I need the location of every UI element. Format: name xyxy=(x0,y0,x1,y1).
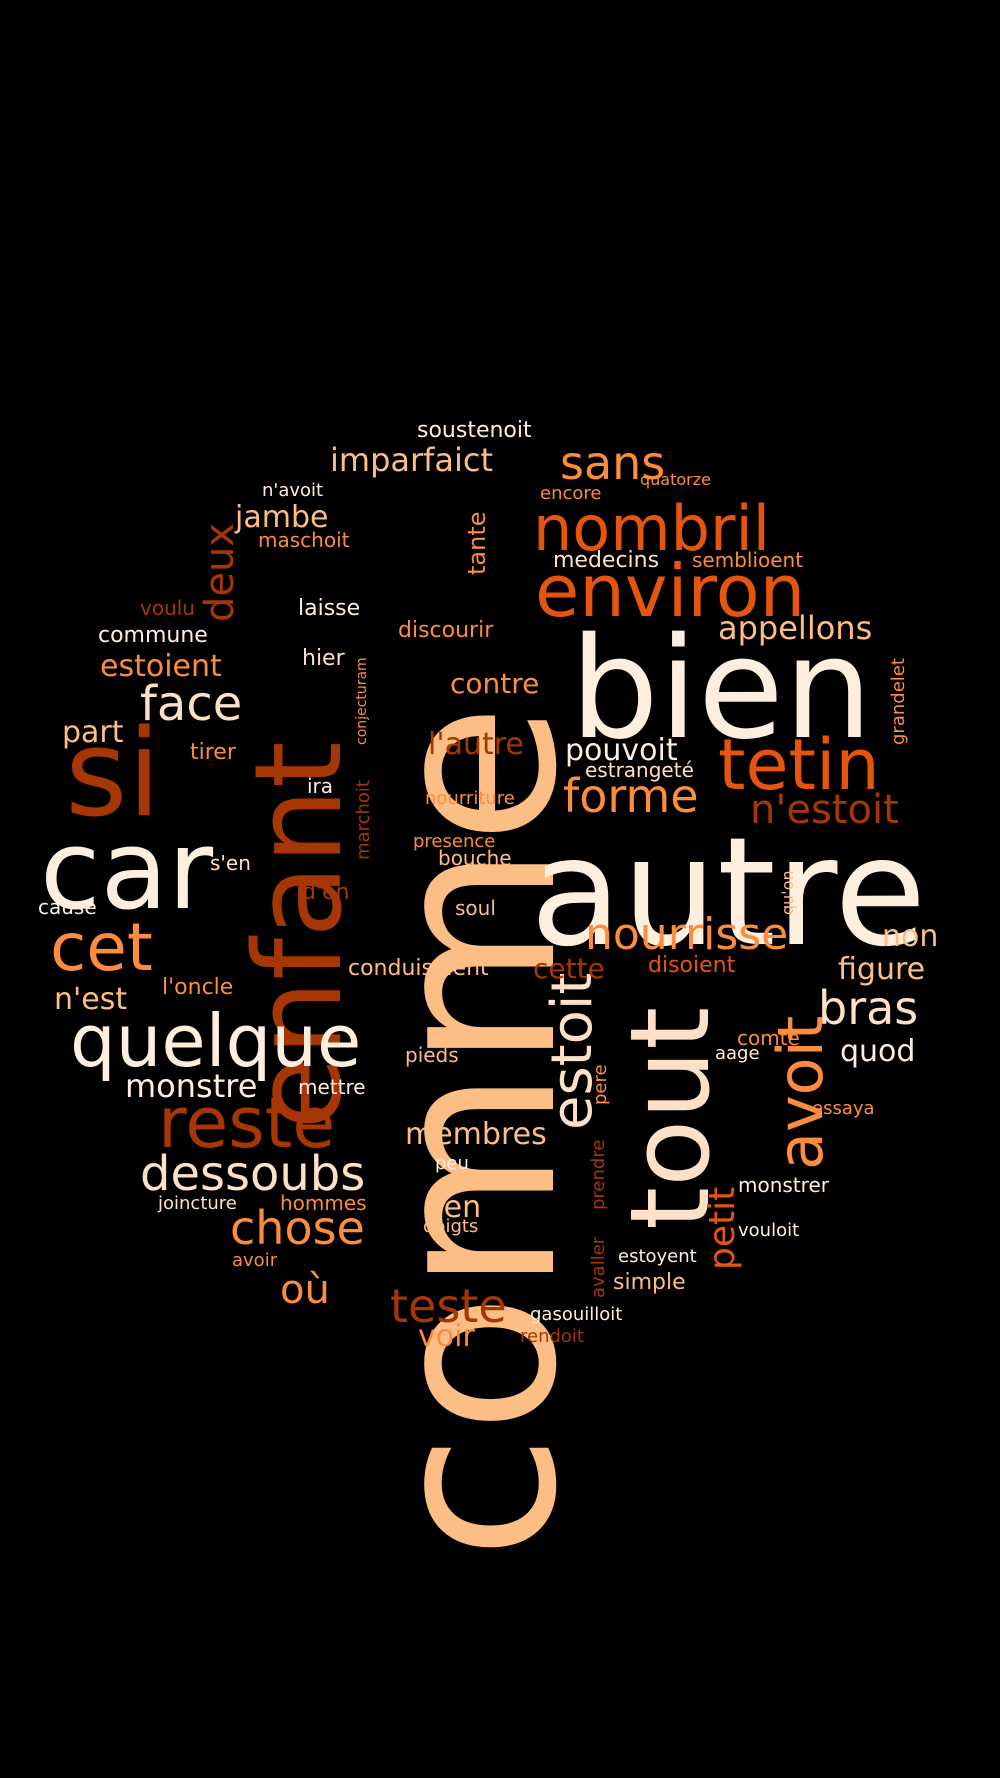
word-deux: deux xyxy=(197,522,243,622)
word-reste: reste xyxy=(158,1082,336,1164)
word-nombril: nombril xyxy=(533,492,770,565)
word-face: face xyxy=(140,676,243,732)
word-membres: membres xyxy=(405,1117,547,1152)
word-joincture: joincture xyxy=(158,1193,237,1214)
word-quelque: quelque xyxy=(70,999,362,1083)
word-quod: quod xyxy=(840,1034,916,1069)
word-encore: encore xyxy=(540,483,602,504)
word-hier: hier xyxy=(302,646,345,671)
word-si: si xyxy=(65,705,161,844)
word-essaya: essaya xyxy=(812,1098,875,1119)
word-tante: tante xyxy=(463,511,491,575)
word-part: part xyxy=(62,715,124,750)
word-soul: soul xyxy=(455,896,496,920)
word-grandelet: qu'on xyxy=(778,870,797,915)
word-autre: autre xyxy=(530,806,927,980)
word-environ: environ xyxy=(535,549,806,633)
word-non: non xyxy=(882,919,939,954)
word-l-autre: l'autre xyxy=(428,727,524,762)
word-forme: forme xyxy=(563,769,699,823)
word-disoient: disoient xyxy=(648,953,736,978)
word-semblioent: semblioent xyxy=(692,548,804,572)
word-bien: bien xyxy=(570,608,873,771)
word-cet: cet xyxy=(50,909,153,986)
word-appellons: appellons xyxy=(718,609,873,647)
word-imparfaict: imparfaict xyxy=(330,441,494,479)
word-teste: teste xyxy=(390,1279,507,1333)
word-medecins: medecins xyxy=(553,548,660,573)
word-voir: voir xyxy=(418,1319,475,1354)
word-cause: cause xyxy=(38,895,97,919)
word-estrangete: estrangeté xyxy=(585,758,694,782)
word-ira: ira xyxy=(307,774,334,798)
word-gasouilloit: gasouilloit xyxy=(530,1304,623,1325)
word-simple: simple xyxy=(613,1270,686,1295)
word-n-estoit: n'estoit xyxy=(750,787,899,833)
word-presence: presence xyxy=(413,831,496,852)
word-laisse: laisse xyxy=(298,596,361,621)
word-rendoit: rendoit xyxy=(520,1326,584,1347)
word-marchoit: marchoit xyxy=(353,780,374,860)
word-mettre: mettre xyxy=(298,1075,366,1099)
word-jambe: jambe xyxy=(235,500,329,535)
word-nourrisse: nourrisse xyxy=(585,909,789,960)
word-n-avoit: n'avoit xyxy=(262,480,324,501)
word-avoir: avoir xyxy=(232,1250,278,1271)
word-voulu: voulu xyxy=(140,596,195,620)
word-maschoit: maschoit xyxy=(258,528,350,552)
word-n-est: n'est xyxy=(54,982,128,1017)
word-chose: chose xyxy=(230,1201,365,1255)
word-pieds: pieds xyxy=(405,1043,459,1067)
word-monstrer: monstrer xyxy=(738,1173,829,1197)
word-ou: où xyxy=(280,1267,330,1313)
word-tetin: tetin xyxy=(718,724,880,806)
word-pere: pere xyxy=(590,1064,611,1105)
word-figure: figure xyxy=(838,952,926,987)
word-dessoubs: dessoubs xyxy=(140,1146,366,1202)
word-conduisoient: conduisoient xyxy=(348,956,489,981)
word-doigts: doigts xyxy=(423,1216,479,1237)
word-nourriture: nourriture xyxy=(425,788,515,809)
word-prendre: prendre xyxy=(588,1139,609,1210)
word-discourir: discourir xyxy=(398,618,494,643)
word-d-en: d'en xyxy=(302,880,350,905)
word-conjecturam: conjecturam xyxy=(354,657,370,745)
word-qu-on: grandelet xyxy=(888,658,909,745)
word-commune: commune xyxy=(98,623,208,648)
word-contre: contre xyxy=(450,667,540,700)
word-avaller: avaller xyxy=(588,1236,609,1298)
word-sans: sans xyxy=(560,436,666,490)
word-pouvoit: pouvoit xyxy=(565,733,678,768)
word-estoient: estoient xyxy=(100,649,222,684)
word-rien: rien xyxy=(423,1190,482,1225)
word-aage: aage xyxy=(715,1043,760,1064)
word-l-oncle: l'oncle xyxy=(162,975,234,1000)
word-quatorze: quatorze xyxy=(640,470,711,489)
word-estoyent: estoyent xyxy=(618,1246,697,1267)
word-bouche: bouche xyxy=(438,846,512,870)
word-bras: bras xyxy=(818,981,919,1035)
word-hommes: hommes xyxy=(280,1191,367,1215)
word-estoit: estoit xyxy=(540,972,605,1130)
word-vouloit: vouloit xyxy=(738,1220,800,1241)
word-cette: cette xyxy=(533,952,605,985)
word-s-en: s'en xyxy=(210,851,251,875)
word-comte: comte xyxy=(737,1026,800,1050)
word-monstre: monstre xyxy=(125,1067,258,1105)
word-petit: petit xyxy=(702,1186,743,1270)
word-car: car xyxy=(40,806,214,934)
word-tirer: tirer xyxy=(190,740,236,765)
word-peu: peu xyxy=(435,1153,469,1174)
word-soustenoit: soustenoit xyxy=(417,418,532,443)
